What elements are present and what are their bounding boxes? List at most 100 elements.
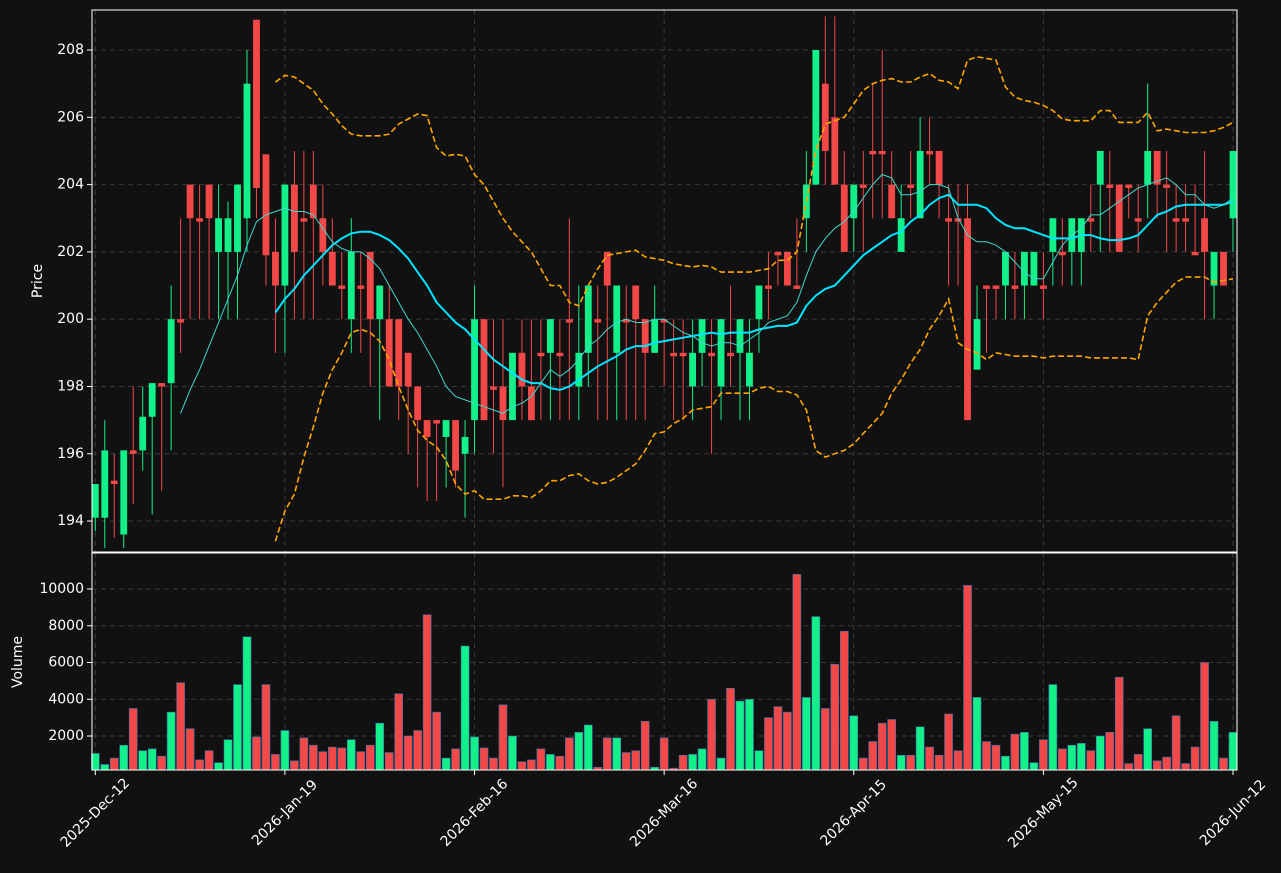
- candle-body: [850, 184, 858, 219]
- volume-bar: [384, 752, 394, 771]
- candle-body: [983, 285, 990, 289]
- candle-body: [1049, 218, 1057, 252]
- volume-bar: [574, 732, 584, 771]
- candle-body: [404, 352, 412, 387]
- volume-bar: [707, 698, 716, 771]
- candle-body: [148, 383, 156, 417]
- candle-body: [1163, 184, 1171, 188]
- volume-bar: [365, 744, 375, 771]
- volume-bar: [299, 737, 309, 771]
- volume-bar: [252, 736, 261, 771]
- y-tick-label: 198: [57, 378, 84, 394]
- volume-bar: [1162, 756, 1171, 771]
- candle-body: [234, 184, 241, 252]
- candle-body: [1191, 251, 1199, 256]
- volume-bar: [1105, 732, 1115, 771]
- volume-bar: [185, 728, 195, 771]
- candle-body: [129, 450, 137, 454]
- candle-body: [546, 319, 554, 353]
- volume-bar: [1001, 755, 1010, 771]
- volume-bar: [1181, 763, 1190, 771]
- candle-body: [783, 251, 791, 286]
- volume-tick-label: 2000: [48, 728, 84, 744]
- volume-tick-label: 6000: [48, 655, 84, 671]
- volume-bar: [934, 755, 944, 771]
- volume-bar: [422, 614, 432, 771]
- volume-bar: [1058, 748, 1067, 771]
- candle-body: [793, 285, 801, 289]
- candle-body: [253, 19, 260, 188]
- volume-bar: [555, 755, 565, 771]
- candle-body: [622, 319, 630, 323]
- volume-bar: [1020, 732, 1029, 771]
- candle-body: [186, 184, 194, 219]
- candle-body: [1182, 218, 1190, 222]
- candle-body: [442, 420, 450, 437]
- overlay-line: [274, 193, 1234, 391]
- candle-body: [205, 184, 213, 219]
- candle-body: [746, 352, 753, 387]
- candle-body: [594, 319, 602, 323]
- volume-bar: [346, 739, 356, 771]
- volume-bar: [1124, 763, 1134, 771]
- volume-bar: [1114, 676, 1124, 771]
- candle-body: [499, 386, 507, 421]
- volume-bar: [290, 760, 299, 771]
- volume-bar: [195, 759, 204, 771]
- volume-bar: [1039, 739, 1048, 771]
- volume-bar: [839, 630, 849, 771]
- candle-body: [774, 251, 782, 256]
- volume-bar: [811, 616, 821, 771]
- candle-body: [1115, 184, 1123, 252]
- volume-bar: [460, 645, 470, 771]
- volume-bar: [963, 585, 972, 771]
- candle-body: [290, 184, 298, 252]
- volume-bar: [1010, 733, 1020, 771]
- volume-bar: [925, 746, 934, 771]
- volume-bar: [498, 704, 508, 771]
- candle-body: [603, 251, 611, 286]
- candle-body: [632, 285, 640, 320]
- volume-bar: [602, 737, 612, 771]
- candle-body: [717, 319, 725, 387]
- volume-bar: [280, 730, 290, 771]
- candle-body: [158, 383, 166, 387]
- volume-bar: [1143, 728, 1153, 771]
- candle-body: [1058, 251, 1066, 256]
- volume-bar: [1171, 715, 1181, 771]
- candle-body: [490, 386, 497, 390]
- y-axis-label: Price: [30, 264, 46, 298]
- volume-bar: [451, 748, 460, 771]
- volume-bar: [527, 759, 536, 771]
- candle-body: [613, 285, 621, 353]
- candle-body: [556, 352, 564, 357]
- volume-bar: [858, 757, 868, 771]
- candle-body: [120, 450, 128, 535]
- volume-bar: [991, 744, 1001, 771]
- volume-tick-label: 10000: [39, 581, 84, 597]
- candle-body: [347, 251, 355, 320]
- candle-body: [319, 218, 327, 252]
- volume-bar: [678, 755, 688, 771]
- volume-bar: [745, 698, 754, 771]
- candle-body: [698, 319, 706, 353]
- candle-body: [1172, 218, 1180, 222]
- volume-axis-label: Volume: [10, 636, 26, 688]
- candle-body: [812, 50, 820, 185]
- volume-bar: [327, 746, 337, 771]
- candle-body: [945, 218, 952, 222]
- volume-bar: [621, 752, 631, 771]
- volume-bar: [375, 722, 385, 771]
- volume-bar: [887, 719, 897, 771]
- candle-body: [1087, 218, 1095, 222]
- candle-body: [973, 319, 981, 370]
- candle-body: [584, 285, 592, 353]
- volume-bar: [612, 737, 622, 771]
- candle-body: [964, 218, 971, 421]
- candle-body: [679, 352, 687, 357]
- candle-body: [528, 386, 535, 421]
- candle-body: [765, 285, 772, 289]
- volume-bar: [489, 757, 498, 771]
